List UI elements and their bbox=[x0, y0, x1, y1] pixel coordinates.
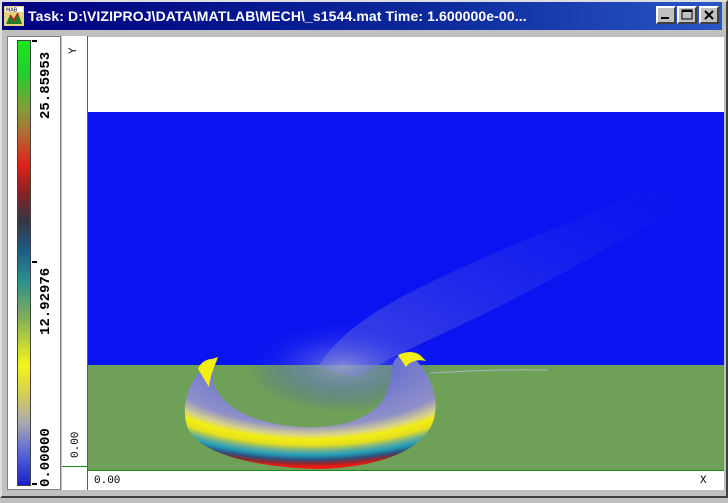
matlab-app-icon[interactable]: MAB bbox=[4, 6, 24, 26]
svg-text:MAB: MAB bbox=[6, 8, 18, 14]
maximize-icon bbox=[681, 9, 693, 20]
colorbar-label-max: 25.85953 bbox=[38, 51, 54, 119]
plot-area[interactable] bbox=[88, 36, 724, 470]
x-axis: 0.00 X bbox=[88, 470, 724, 490]
title-bar[interactable]: MAB Task: D:\VIZIPROJ\DATA\MATLAB\MECH\_… bbox=[2, 2, 722, 30]
colorbar-gradient bbox=[17, 40, 31, 486]
x-axis-label: X bbox=[700, 475, 707, 487]
minimize-button[interactable] bbox=[656, 6, 676, 24]
close-icon bbox=[704, 10, 714, 20]
y-axis-label: Y bbox=[68, 47, 80, 54]
colorbar-tick-bottom bbox=[32, 483, 37, 485]
window-title: Task: D:\VIZIPROJ\DATA\MATLAB\MECH\_s154… bbox=[28, 8, 527, 24]
close-button[interactable] bbox=[699, 6, 719, 24]
maximize-button[interactable] bbox=[677, 6, 697, 24]
field-visualization bbox=[88, 37, 724, 470]
colorbar-tick-top bbox=[32, 40, 37, 42]
y-axis: Y 0.00 bbox=[62, 36, 88, 466]
minimize-icon bbox=[661, 17, 669, 19]
x-axis-origin: 0.00 bbox=[94, 475, 121, 487]
axis-corner bbox=[62, 466, 88, 490]
colorbar-tick-middle bbox=[32, 261, 37, 263]
colorbar-label-min: 0.00000 bbox=[38, 428, 54, 487]
colorbar-panel: 25.85953 12.92976 0.00000 bbox=[7, 36, 61, 490]
colorbar-label-mid: 12.92976 bbox=[38, 267, 54, 335]
